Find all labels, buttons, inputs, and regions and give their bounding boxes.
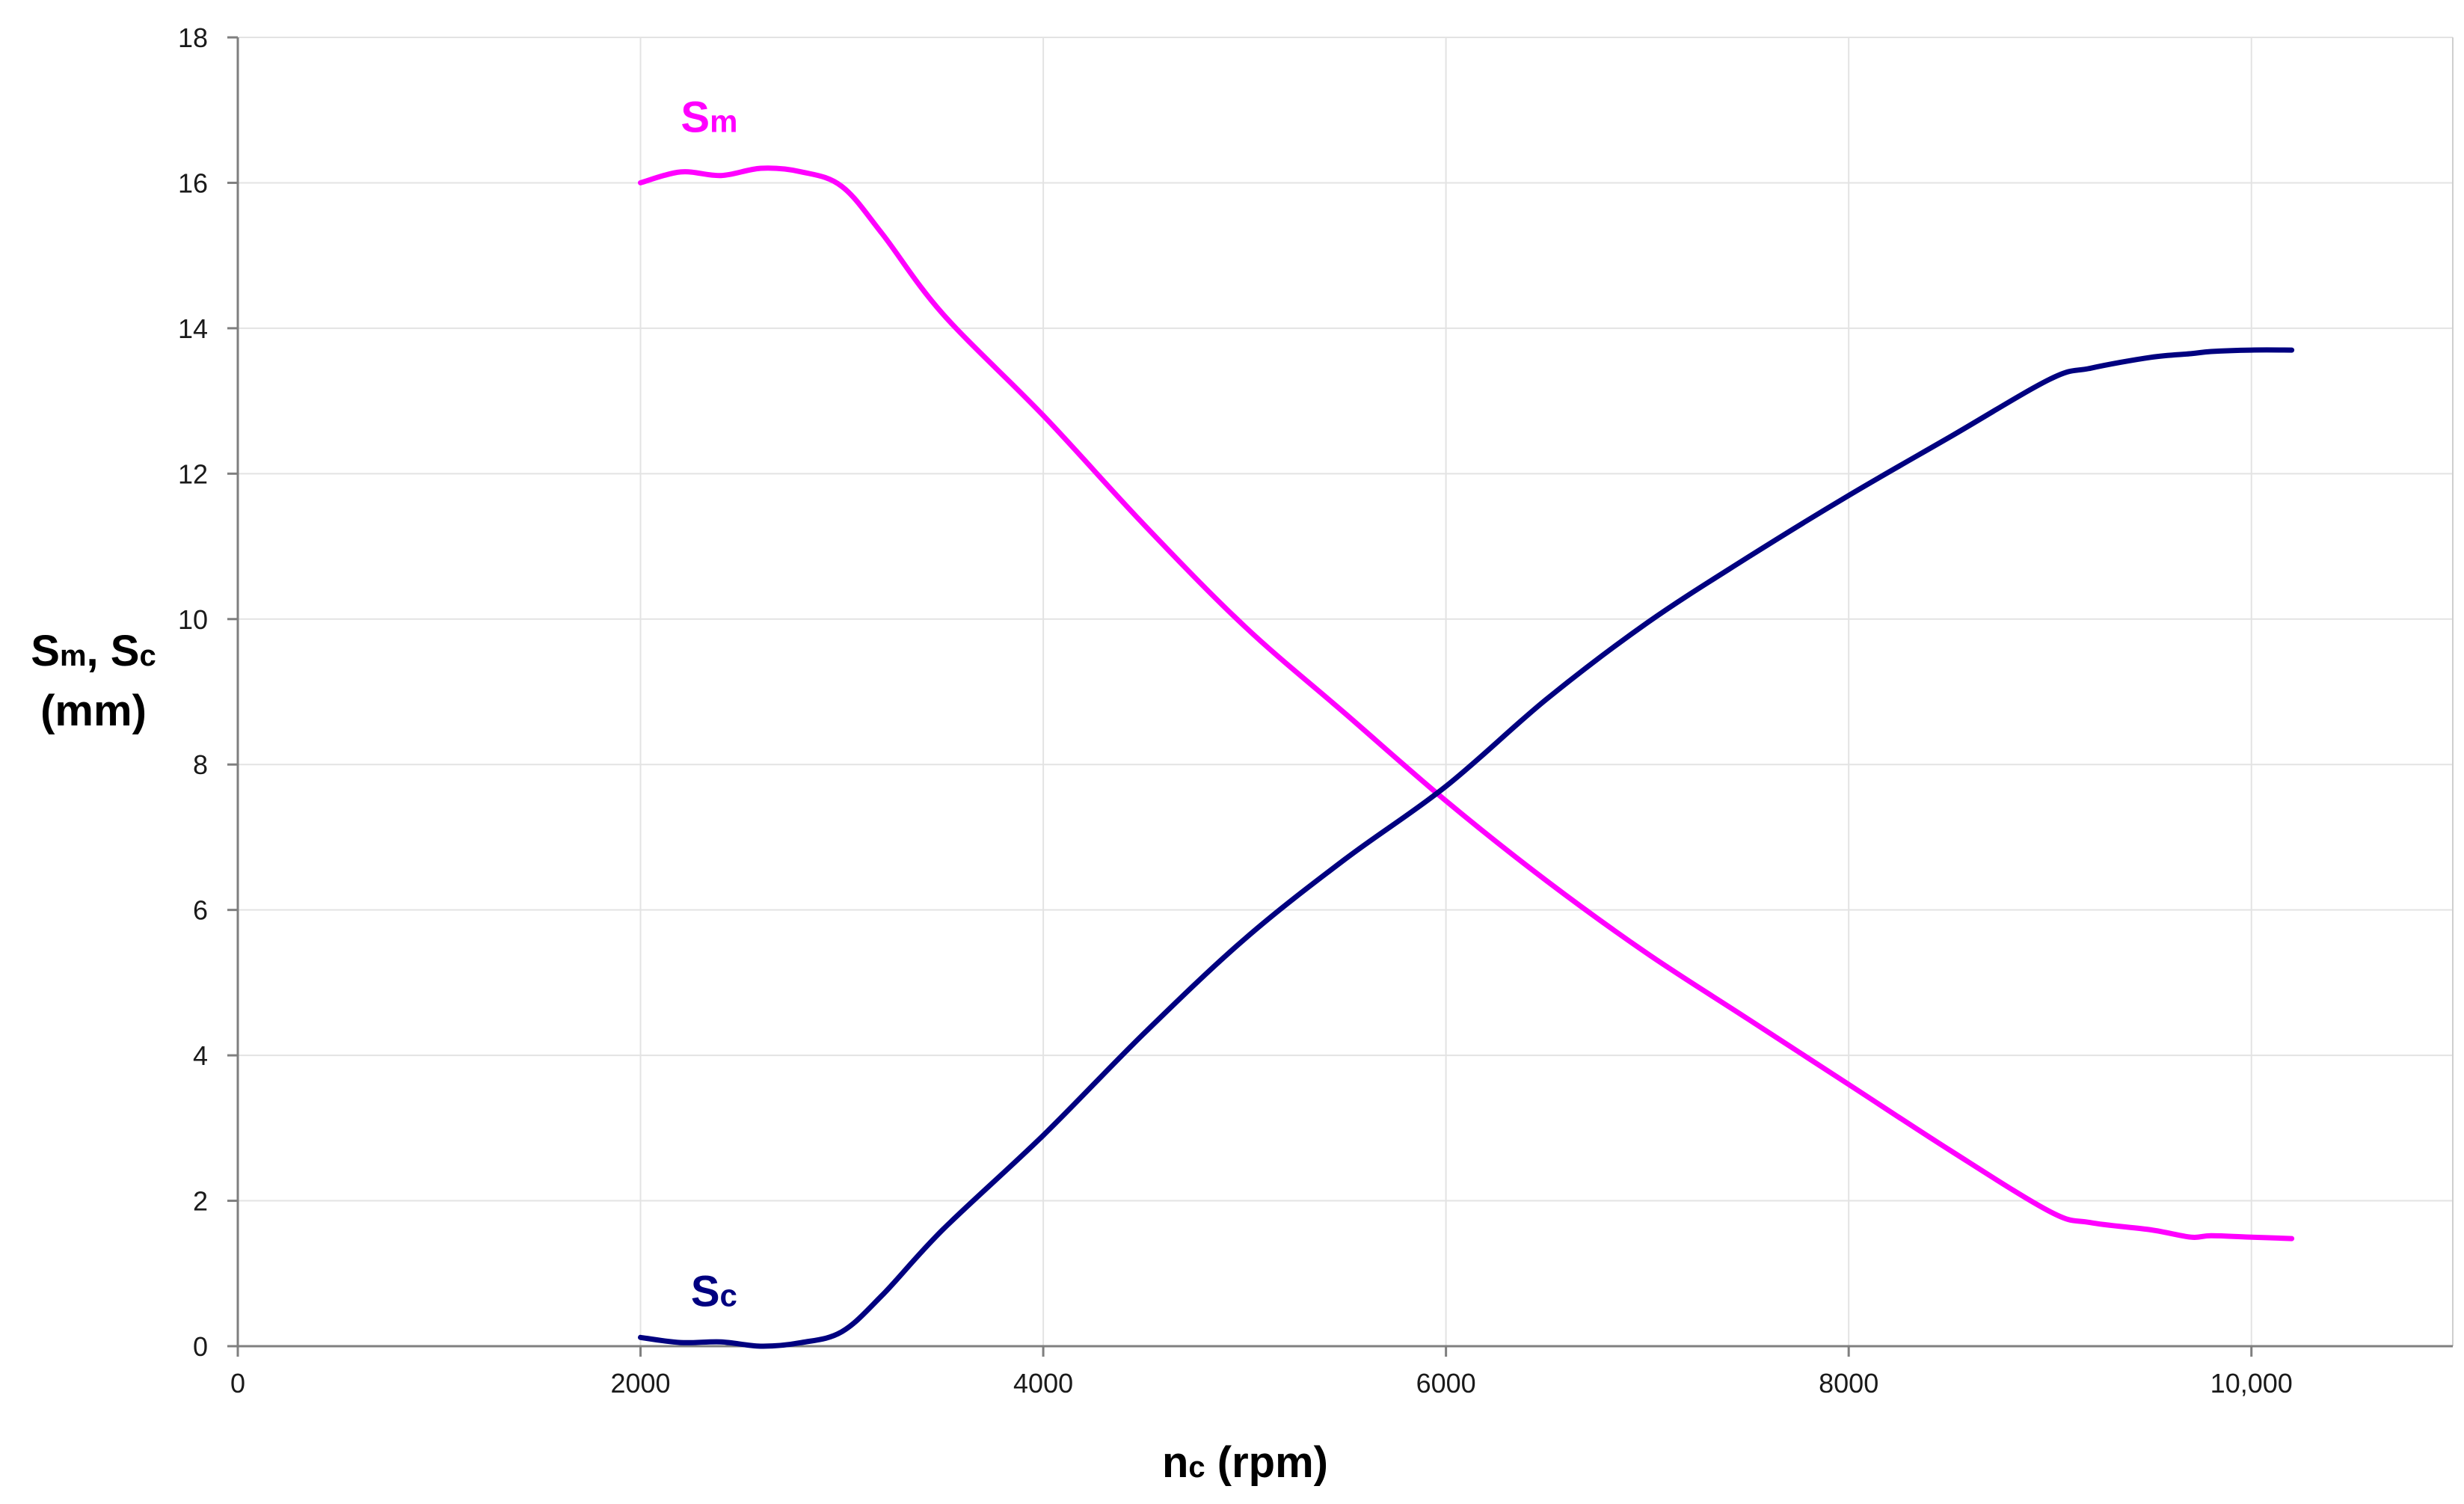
x-axis-title-main: n xyxy=(1162,1438,1188,1487)
series-sm-label-sub: m xyxy=(710,103,737,138)
y-axis-title-s-c: , S xyxy=(87,627,140,675)
y-tick-label: 14 xyxy=(178,313,208,344)
y-tick-label: 16 xyxy=(178,168,208,198)
y-tick-label: 4 xyxy=(193,1040,208,1071)
y-tick-label: 8 xyxy=(193,749,208,780)
series-lines xyxy=(638,165,2295,1349)
x-axis-title: nc (rpm) xyxy=(1162,1438,1328,1487)
x-tick-label: 6000 xyxy=(1416,1368,1476,1399)
y-axis-ticks: 0 2 4 6 8 10 12 14 16 18 xyxy=(178,22,238,1362)
x-axis-ticks: 0 2000 4000 6000 8000 10,000 xyxy=(230,1346,2293,1399)
y-axis-title-line1: Sm, Sc xyxy=(31,627,156,675)
y-tick-label: 18 xyxy=(178,22,208,53)
axes xyxy=(236,37,2453,1348)
y-tick-label: 12 xyxy=(178,458,208,489)
x-tick-label: 10,000 xyxy=(2210,1368,2293,1399)
y-tick-label: 10 xyxy=(178,604,208,635)
series-sm-label-main: S xyxy=(680,93,710,141)
x-tick-label: 4000 xyxy=(1013,1368,1073,1399)
y-axis-title-s-m: S xyxy=(31,627,60,675)
series-sc-label-sub: c xyxy=(720,1278,737,1313)
x-tick-label: 8000 xyxy=(1819,1368,1878,1399)
x-axis-title-sub: c xyxy=(1188,1451,1205,1484)
y-tick-label: 6 xyxy=(193,895,208,926)
y-axis-title-line2: (mm) xyxy=(40,687,147,735)
x-axis-title-rest: (rpm) xyxy=(1205,1438,1328,1487)
series-sc-label-main: S xyxy=(691,1268,720,1316)
y-axis-title-sub-m: m xyxy=(60,639,87,672)
y-tick-label: 2 xyxy=(193,1186,208,1217)
y-axis-title-sub-c: c xyxy=(139,639,156,672)
y-tick-label: 0 xyxy=(193,1331,208,1362)
series-sm-label: Sm xyxy=(680,93,737,141)
series-sc-label: Sc xyxy=(691,1268,737,1316)
x-tick-label: 2000 xyxy=(610,1368,670,1399)
series-sc-line xyxy=(638,347,2295,1349)
grid-lines xyxy=(238,37,2454,1346)
x-tick-label: 0 xyxy=(230,1368,245,1399)
